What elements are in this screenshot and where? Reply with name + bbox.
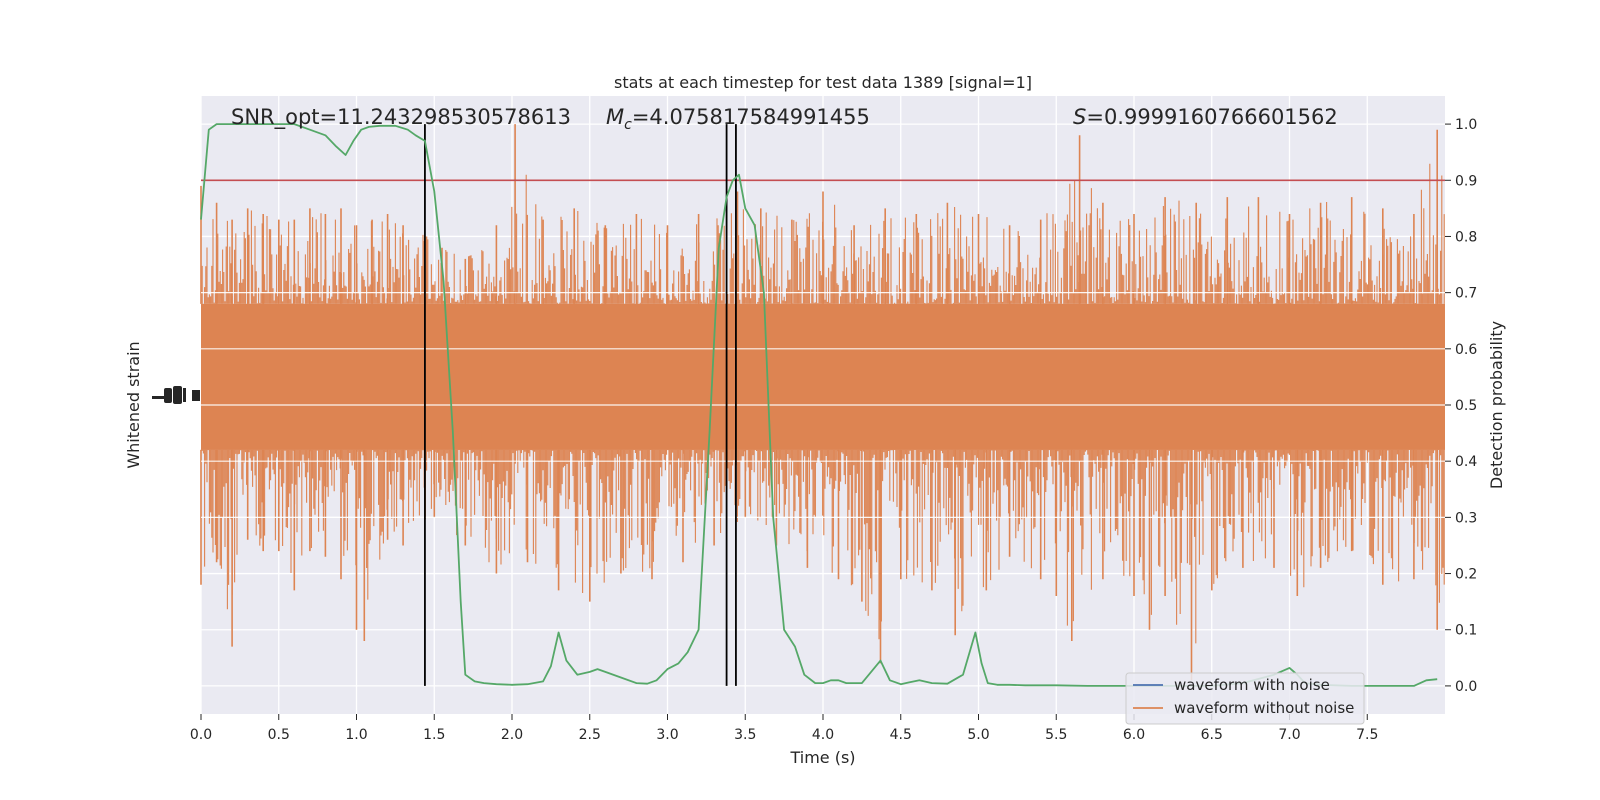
x-tick-label: 5.0 xyxy=(967,727,989,743)
left-tick-mark xyxy=(192,390,200,401)
y-tick-label: 0.1 xyxy=(1455,623,1477,639)
x-axis-label: Time (s) xyxy=(789,748,855,767)
right-axis-ticks: 0.0 0.1 0.2 0.3 0.4 0.5 0.6 0.7 0.8 0.9 1.0 xyxy=(1445,117,1477,695)
series-detection-probability xyxy=(200,123,1438,687)
x-tick-label: 7.5 xyxy=(1356,727,1378,743)
y-tick-label: 0.8 xyxy=(1455,229,1477,245)
y-tick-label: 0.2 xyxy=(1455,567,1477,583)
left-tick-mark xyxy=(164,388,172,403)
x-tick-label: 0.0 xyxy=(190,727,212,743)
x-tick-label: 0.5 xyxy=(268,727,290,743)
x-tick-label: 2.5 xyxy=(579,727,601,743)
legend: waveform with noise waveform without noi… xyxy=(1125,672,1365,725)
x-tick-label: 1.5 xyxy=(423,727,445,743)
series-waveform-without-noise xyxy=(200,124,1445,681)
legend-label-with-noise: waveform with noise xyxy=(1174,676,1330,694)
mc-subscript: c xyxy=(624,117,632,133)
y-tick-label: 0.9 xyxy=(1455,173,1477,189)
right-axis-label: Detection probability xyxy=(1487,321,1506,489)
mc-value: =4.075817584991455 xyxy=(632,105,870,129)
y-tick-label: 0.6 xyxy=(1455,342,1477,358)
s-symbol: S xyxy=(1073,105,1086,129)
vertical-markers xyxy=(424,124,737,686)
x-tick-label: 6.5 xyxy=(1201,727,1223,743)
waveform-band xyxy=(201,303,1445,450)
probability-line xyxy=(200,123,1438,687)
left-tick-mark xyxy=(183,388,186,402)
snr-annotation: SNR_opt=11.243298530578613 xyxy=(231,105,571,130)
x-tick-label: 4.0 xyxy=(812,727,834,743)
x-tick-label: 5.5 xyxy=(1045,727,1067,743)
y-tick-label: 0.5 xyxy=(1455,398,1477,414)
y-tick-label: 1.0 xyxy=(1455,117,1477,133)
x-tick-label: 4.5 xyxy=(890,727,912,743)
s-annotation: S=0.9999160766601562 xyxy=(1073,105,1338,129)
legend-box xyxy=(1125,672,1365,725)
legend-label-without-noise: waveform without noise xyxy=(1174,699,1354,717)
y-tick-label: 0.3 xyxy=(1455,510,1477,526)
left-axis-overlapping-ticks xyxy=(152,386,200,404)
y-tick-label: 0.7 xyxy=(1455,286,1477,302)
mc-symbol: M xyxy=(606,105,624,129)
x-tick-label: 3.0 xyxy=(656,727,678,743)
x-tick-label: 7.0 xyxy=(1278,727,1300,743)
mc-annotation: Mc=4.075817584991455 xyxy=(606,105,870,133)
x-tick-label: 3.5 xyxy=(734,727,756,743)
left-tick-mark xyxy=(173,386,182,404)
x-tick-label: 2.0 xyxy=(501,727,523,743)
y-tick-label: 0.4 xyxy=(1455,454,1477,470)
s-value: =0.9999160766601562 xyxy=(1086,105,1337,129)
x-tick-label: 6.0 xyxy=(1123,727,1145,743)
waveform-peak-spikes xyxy=(200,124,1438,681)
x-tick-label: 1.0 xyxy=(345,727,367,743)
x-axis-ticks: 0.0 0.5 1.0 1.5 2.0 2.5 3.0 3.5 4.0 4.5 5.0 5.5 6.0 6… xyxy=(190,714,1378,743)
y-tick-label: 0.0 xyxy=(1455,679,1477,695)
chart-title: stats at each timestep for test data 138… xyxy=(614,73,1032,92)
left-axis-label: Whitened strain xyxy=(124,341,143,468)
left-tick-mark xyxy=(152,396,166,399)
